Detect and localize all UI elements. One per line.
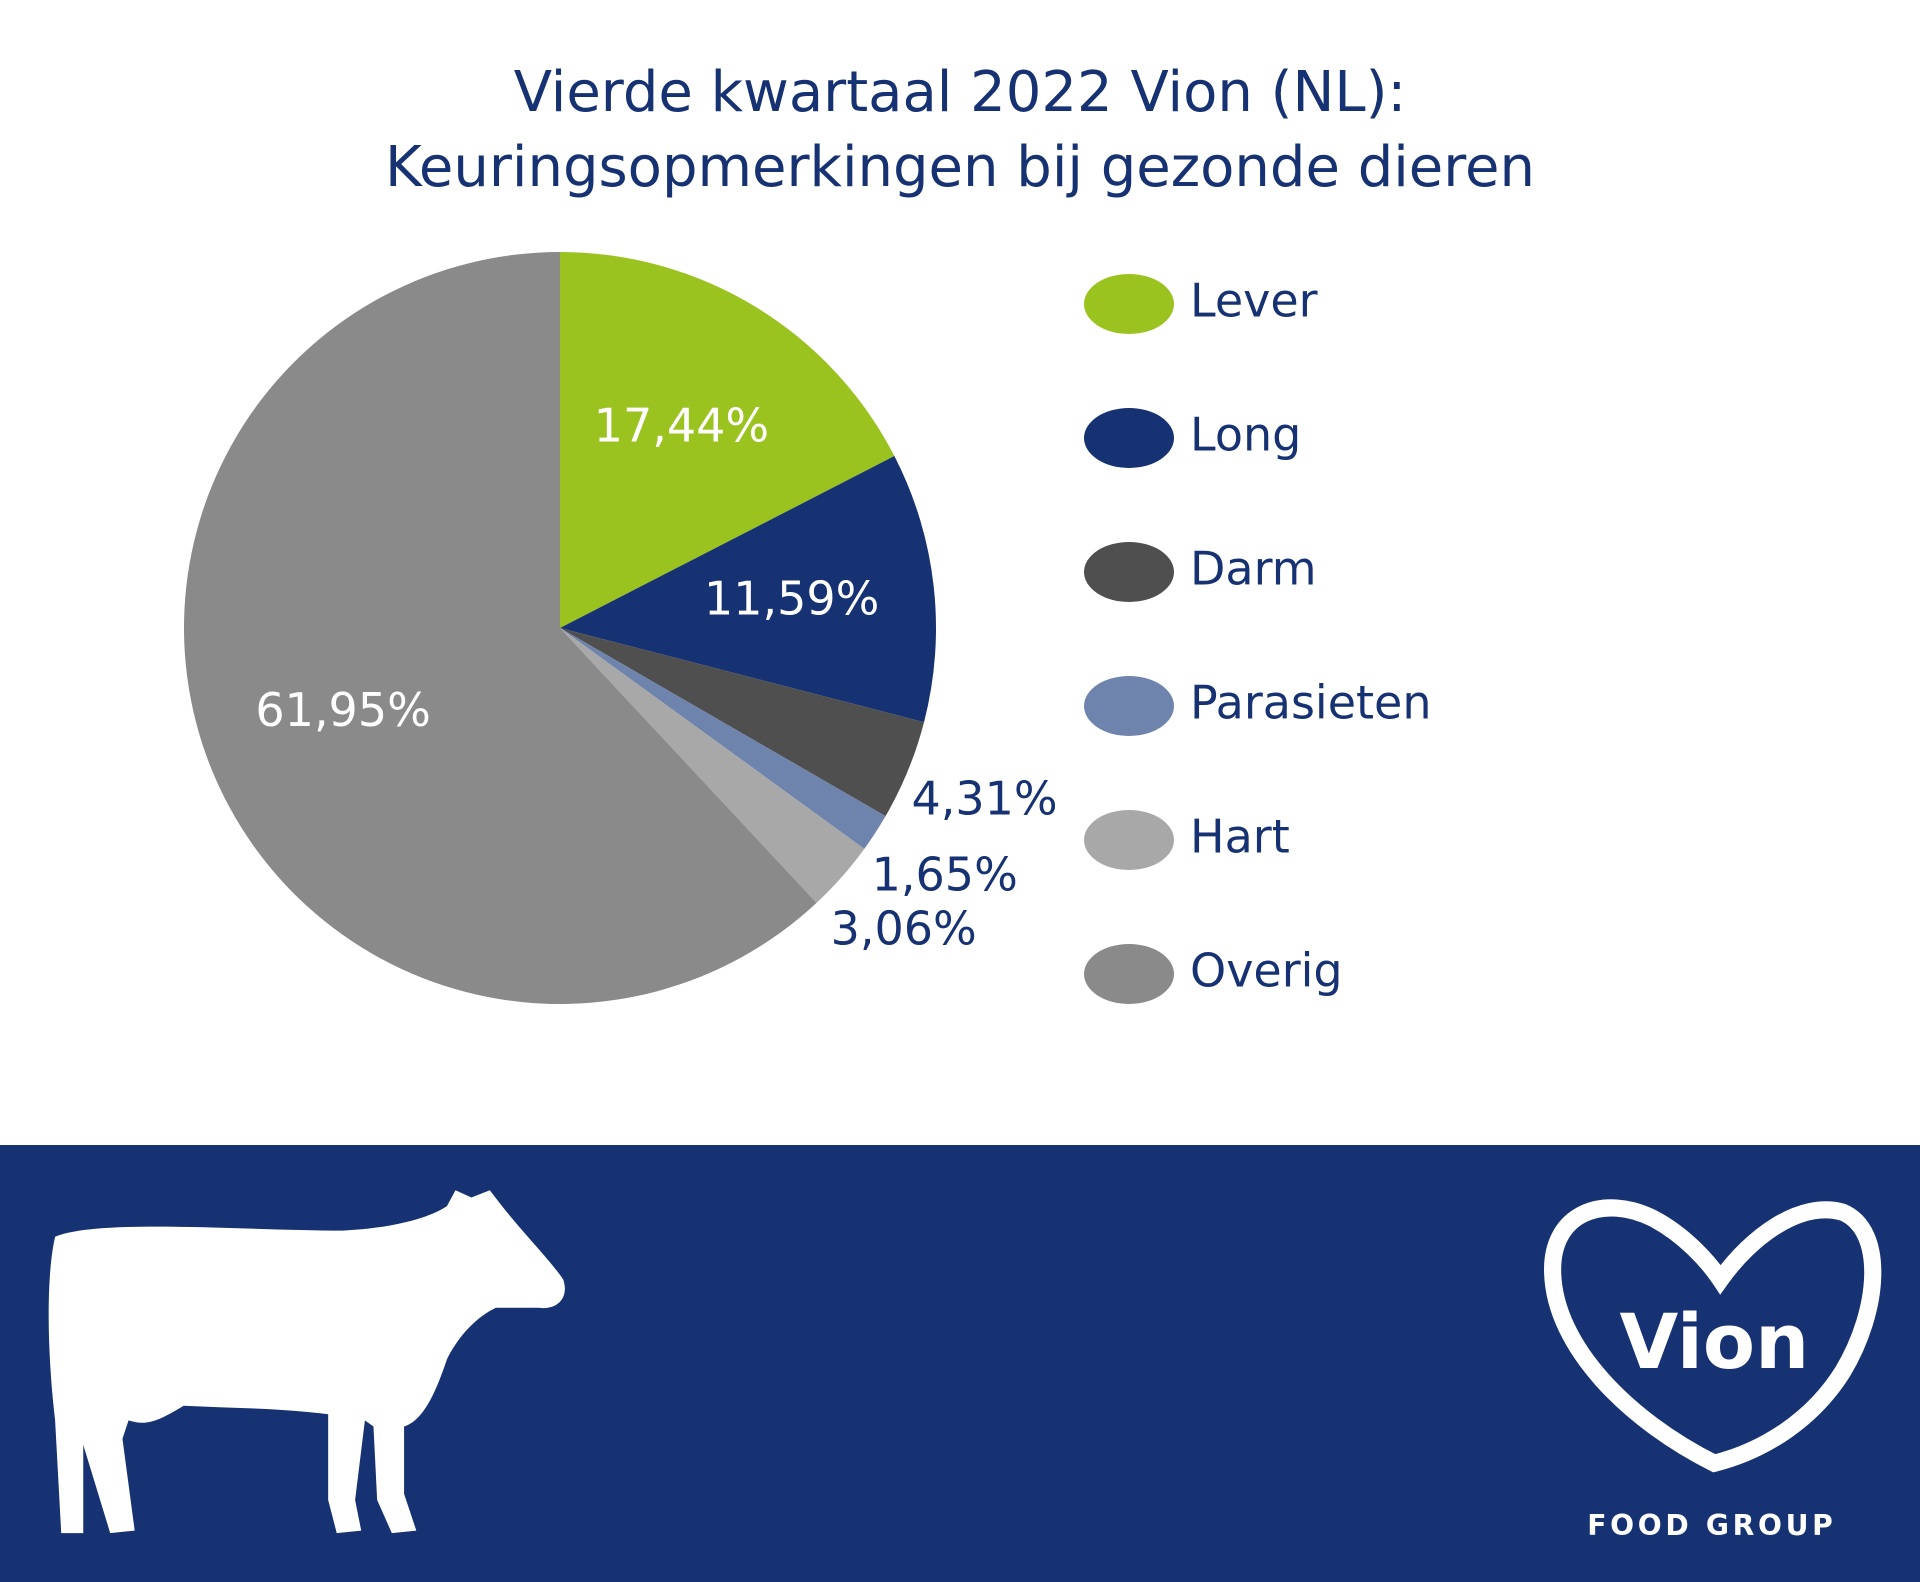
data-label: 4,31% <box>911 771 1057 825</box>
data-label: 3,06% <box>831 901 977 955</box>
chart-title: Vierde kwartaal 2022 Vion (NL): <box>514 60 1407 125</box>
legend-label: Lever <box>1190 274 1318 328</box>
legend-swatch <box>1084 676 1174 736</box>
pie-slice <box>560 628 886 849</box>
pie-slice <box>560 456 936 723</box>
legend-label: Overig <box>1190 944 1343 998</box>
logo-heart <box>1544 1199 1882 1473</box>
legend-swatch <box>1084 274 1174 334</box>
legend-label: Hart <box>1190 810 1290 864</box>
legend-swatch <box>1084 542 1174 602</box>
pie: 17,44% 11,59% 4,31% 1,65%3,06% 61,95% <box>183 252 1058 1005</box>
legend: Lever Long Darm Parasieten Hart Overig <box>1084 274 1432 1004</box>
logo: Vion FOOD GROUP <box>1544 1199 1882 1542</box>
pie-slice <box>560 628 865 903</box>
legend-swatch <box>1084 810 1174 870</box>
data-label: 1,65% <box>872 847 1018 901</box>
data-label: 61,95% <box>255 683 430 737</box>
data-label: 17,44% <box>594 399 769 453</box>
data-label: 11,59% <box>704 572 879 626</box>
pie-slice <box>560 628 925 817</box>
chart-title: Keuringsopmerkingen bij gezonde dieren <box>385 135 1535 200</box>
pie-slice <box>560 252 895 628</box>
legend-swatch <box>1084 944 1174 1004</box>
legend-label: Darm <box>1190 542 1317 596</box>
logo-name: Vion <box>1619 1298 1809 1386</box>
logo-tagline: FOOD GROUP <box>1587 1509 1836 1542</box>
cow-icon <box>48 1190 565 1534</box>
legend-label: Parasieten <box>1190 676 1432 730</box>
legend-label: Long <box>1190 408 1301 462</box>
pie-slice <box>183 252 817 1005</box>
legend-swatch <box>1084 408 1174 468</box>
